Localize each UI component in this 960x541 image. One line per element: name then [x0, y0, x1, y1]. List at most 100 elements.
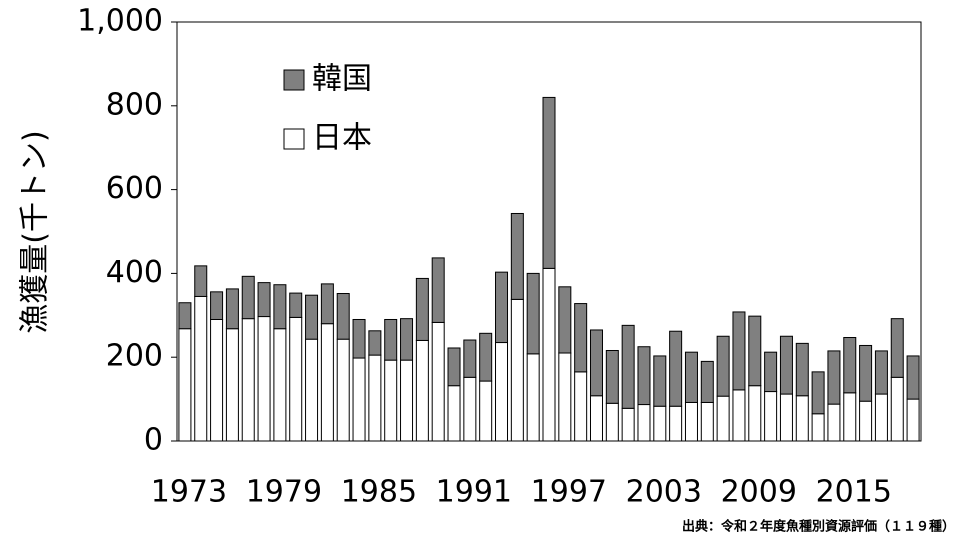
bar-segment — [257, 282, 271, 318]
bar-segment — [589, 395, 603, 442]
bar-segment — [447, 385, 461, 442]
bar-segment — [653, 405, 667, 442]
y-tick-label: 400 — [106, 255, 163, 290]
bar-segment — [795, 342, 809, 397]
bar-segment — [431, 321, 445, 442]
bar-segment — [669, 405, 683, 442]
bar-segment — [700, 360, 714, 403]
bar-segment — [526, 353, 540, 442]
x-tick-label: 2015 — [816, 475, 892, 510]
bar-segment — [510, 212, 524, 300]
bar-segment — [716, 335, 730, 397]
bar-segment — [495, 342, 509, 442]
bar-segment — [257, 316, 271, 442]
x-tick-label: 1991 — [436, 475, 512, 510]
bar-segment — [811, 413, 825, 442]
bar-segment — [210, 318, 224, 442]
bar-segment — [400, 318, 414, 361]
bar-segment — [526, 272, 540, 355]
x-tick-label: 1973 — [151, 475, 227, 510]
bar-segment — [779, 335, 793, 395]
x-tick-label: 1985 — [341, 475, 417, 510]
bar-segment — [637, 346, 651, 406]
bar-segment — [874, 393, 888, 442]
bar-segment — [716, 395, 730, 442]
bar-segment — [779, 393, 793, 442]
bar-segment — [368, 354, 382, 442]
y-axis-label: 漁獲量(千トン) — [18, 130, 53, 333]
bar-segment — [415, 277, 429, 341]
y-tick-label: 600 — [106, 171, 163, 206]
bar-segment — [843, 392, 857, 442]
bar-segment — [684, 401, 698, 442]
bar-segment — [605, 349, 619, 404]
bar-segment — [479, 380, 493, 442]
bar-segment — [748, 315, 762, 387]
bar-segment — [400, 359, 414, 442]
bar-segment — [874, 350, 888, 395]
bar-segment — [210, 291, 224, 320]
bar-segment — [684, 351, 698, 403]
bar-segment — [463, 339, 477, 378]
bar-segment — [653, 355, 667, 407]
bar-segment — [621, 407, 635, 442]
bar-segment — [241, 275, 255, 320]
bar-segment — [859, 400, 873, 442]
bar-segment — [890, 376, 904, 442]
bar-segment — [732, 389, 746, 442]
bar-segment — [558, 286, 572, 354]
bar-segment — [906, 355, 920, 400]
bar-segment — [241, 318, 255, 442]
bar-segment — [906, 398, 920, 442]
bar-segment — [637, 404, 651, 442]
bar-segment — [764, 391, 778, 442]
legend-swatch — [283, 128, 305, 150]
bar-segment — [510, 298, 524, 442]
bar-segment — [384, 318, 398, 361]
bar-segment — [415, 339, 429, 442]
bar-segment — [194, 295, 208, 442]
bar-segment — [843, 337, 857, 394]
bar-segment — [289, 292, 303, 318]
bar-segment — [225, 288, 239, 330]
bar-segment — [194, 265, 208, 297]
legend-swatch — [283, 69, 305, 91]
bar-segment — [368, 330, 382, 356]
bar-segment — [320, 283, 334, 325]
bar-segment — [447, 347, 461, 387]
bar-segment — [384, 359, 398, 442]
bar-segment — [336, 338, 350, 442]
x-tick-label: 1979 — [246, 475, 322, 510]
x-tick-label: 2009 — [721, 475, 797, 510]
bar-segment — [431, 257, 445, 323]
bar-segment — [795, 395, 809, 442]
bar-segment — [748, 385, 762, 442]
bar-segment — [827, 350, 841, 405]
bar-segment — [352, 318, 366, 359]
bar-segment — [890, 318, 904, 378]
bar-segment — [589, 329, 603, 397]
y-tick-label: 1,000 — [77, 4, 163, 39]
x-tick-label: 1997 — [531, 475, 607, 510]
legend-label: 日本 — [312, 121, 372, 156]
bar-segment — [289, 316, 303, 442]
bar-segment — [669, 330, 683, 407]
bar-segment — [305, 338, 319, 442]
bar-segment — [305, 294, 319, 340]
bar-segment — [320, 323, 334, 442]
bar-segment — [273, 284, 287, 330]
bar-segment — [273, 328, 287, 442]
bar-segment — [764, 351, 778, 393]
y-tick-label: 200 — [106, 339, 163, 374]
bar-segment — [574, 303, 588, 373]
bar-segment — [542, 267, 556, 442]
bar-segment — [811, 371, 825, 415]
bar-segment — [542, 96, 556, 269]
bar-segment — [827, 403, 841, 442]
bar-segment — [621, 324, 635, 409]
bar-segment — [352, 357, 366, 442]
bar-segment — [574, 371, 588, 442]
bar-segment — [479, 332, 493, 382]
x-tick-label: 2003 — [626, 475, 702, 510]
